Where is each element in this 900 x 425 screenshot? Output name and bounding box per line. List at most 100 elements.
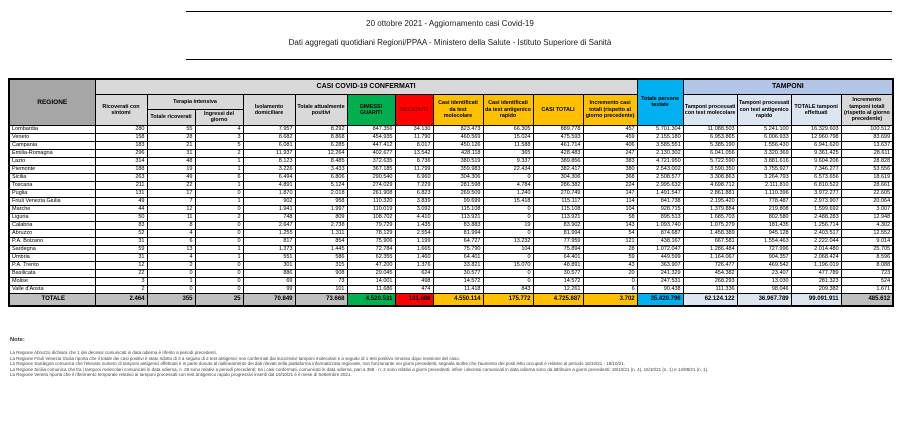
- value-cell: 296: [94, 148, 148, 158]
- value-cell: 9.337: [482, 156, 534, 166]
- value-cell: 50: [94, 212, 148, 222]
- value-cell: 586: [294, 252, 348, 262]
- value-cell: 79.729: [346, 220, 396, 230]
- value-cell: 359.983: [432, 164, 484, 174]
- region-name: Calabria: [8, 220, 96, 230]
- value-cell: 268.293: [682, 276, 738, 286]
- value-cell: 81.994: [532, 228, 584, 238]
- value-cell: 0: [482, 228, 534, 238]
- value-cell: 6.953.865: [682, 132, 738, 142]
- value-cell: 30.577: [432, 268, 484, 278]
- value-cell: 1.379.884: [682, 204, 738, 214]
- value-cell: 823.473: [432, 124, 484, 134]
- value-cell: 908: [294, 268, 348, 278]
- region-row: Lombardia 280 55 4 7.957 8.292 847.356 34.130 82…: [8, 124, 894, 134]
- value-cell: 77.959: [532, 236, 584, 246]
- value-cell: 2.861.881: [682, 188, 738, 198]
- value-cell: 13.232: [482, 236, 534, 246]
- value-cell: 64.727: [432, 236, 484, 246]
- value-cell: 4.302: [840, 220, 894, 230]
- value-cell: 1.072.047: [636, 244, 684, 254]
- value-cell: 83: [94, 220, 148, 230]
- region-name: Friuli Venezia Giulia: [8, 196, 96, 206]
- value-cell: 1.665: [394, 244, 434, 254]
- value-cell: 8.292: [294, 124, 348, 134]
- value-cell: 809: [294, 212, 348, 222]
- value-cell: 121: [582, 236, 638, 246]
- value-cell: 498: [394, 276, 434, 286]
- value-cell: 98.046: [736, 284, 792, 294]
- value-cell: 0: [482, 252, 534, 262]
- value-cell: 143: [582, 220, 638, 230]
- value-cell: 12: [94, 260, 148, 270]
- value-cell: 7.346.277: [790, 164, 842, 174]
- column-header-regione: REGIONE: [8, 78, 96, 126]
- value-cell: 314: [94, 156, 148, 166]
- value-cell: 6: [194, 172, 244, 182]
- value-cell: 36.967.789: [736, 292, 792, 307]
- region-row: Piemonte 188 19 1 3.226 3.433 367.185 11.799 359…: [8, 164, 894, 174]
- column-header-dimessi-guariti: DIMESSI GUARITI: [346, 94, 396, 126]
- value-cell: 2.403.517: [790, 228, 842, 238]
- value-cell: 2.508.577: [636, 172, 684, 182]
- value-cell: 2.464: [94, 292, 148, 307]
- value-cell: 75.894: [532, 244, 584, 254]
- value-cell: 219.808: [736, 204, 792, 214]
- value-cell: 3.433: [294, 164, 348, 174]
- value-cell: 3.881.616: [736, 156, 792, 166]
- value-cell: 25.705: [840, 244, 894, 254]
- value-cell: 23.407: [736, 268, 792, 278]
- value-cell: 28.828: [840, 156, 894, 166]
- value-cell: 945.128: [736, 228, 792, 238]
- value-cell: 75.790: [432, 244, 484, 254]
- column-header-attualmente-positivi: Totale attualmente positivi: [294, 94, 348, 126]
- value-cell: 0: [482, 172, 534, 182]
- value-cell: 2.155.180: [636, 132, 684, 142]
- value-cell: 0: [194, 260, 244, 270]
- value-cell: 1.240: [482, 188, 534, 198]
- value-cell: 304.306: [532, 172, 584, 182]
- value-cell: 11: [146, 212, 196, 222]
- value-cell: 12.261: [532, 284, 584, 294]
- value-cell: 778.487: [736, 196, 792, 206]
- value-cell: 958: [294, 196, 348, 206]
- region-row: Calabria 83 8 0 2.647 2.738 79.729 1.435 83.883 1…: [8, 220, 894, 230]
- value-cell: 2.018: [294, 188, 348, 198]
- column-header-tamponi-molecolare: Tamponi processati con test molecolare: [682, 94, 738, 126]
- banner-tamponi: TAMPONI: [682, 78, 894, 95]
- value-cell: 15.024: [482, 132, 534, 142]
- value-cell: 1.199: [394, 236, 434, 246]
- value-cell: 0: [482, 204, 534, 214]
- value-cell: 6.081: [242, 140, 296, 150]
- region-name: Lazio: [8, 156, 96, 166]
- value-cell: 0: [194, 188, 244, 198]
- value-cell: 110.320: [346, 196, 396, 206]
- value-cell: 363.907: [636, 260, 684, 270]
- value-cell: 44: [94, 204, 148, 214]
- value-cell: 8.596: [840, 252, 894, 262]
- value-cell: 3.839: [394, 196, 434, 206]
- region-name: Umbria: [8, 252, 96, 262]
- value-cell: 14.572: [532, 276, 584, 286]
- value-cell: 1.256.714: [790, 220, 842, 230]
- value-cell: 81.994: [432, 228, 484, 238]
- value-cell: 4.725.887: [532, 292, 584, 307]
- value-cell: 428.483: [532, 148, 584, 158]
- value-cell: 1: [194, 252, 244, 262]
- value-cell: 8.682: [242, 132, 296, 142]
- value-cell: 6.960: [394, 172, 434, 182]
- value-cell: 355: [146, 292, 196, 307]
- value-cell: 12: [146, 204, 196, 214]
- value-cell: 263: [94, 172, 148, 182]
- note-item: La Regione Friuli Venezia Giulia riporta…: [10, 355, 460, 361]
- region-row: P.A. Bolzano 31 6 0 817 854 75.906 1.199 64.727 1…: [8, 236, 894, 246]
- value-cell: 428.118: [432, 148, 484, 158]
- value-cell: 113.921: [532, 212, 584, 222]
- value-cell: 485.612: [840, 292, 894, 307]
- value-cell: 1.445: [294, 244, 348, 254]
- value-cell: 1.458.389: [682, 228, 738, 238]
- value-cell: 2.738: [294, 220, 348, 230]
- value-cell: 474: [394, 284, 434, 294]
- value-cell: 0: [482, 212, 534, 222]
